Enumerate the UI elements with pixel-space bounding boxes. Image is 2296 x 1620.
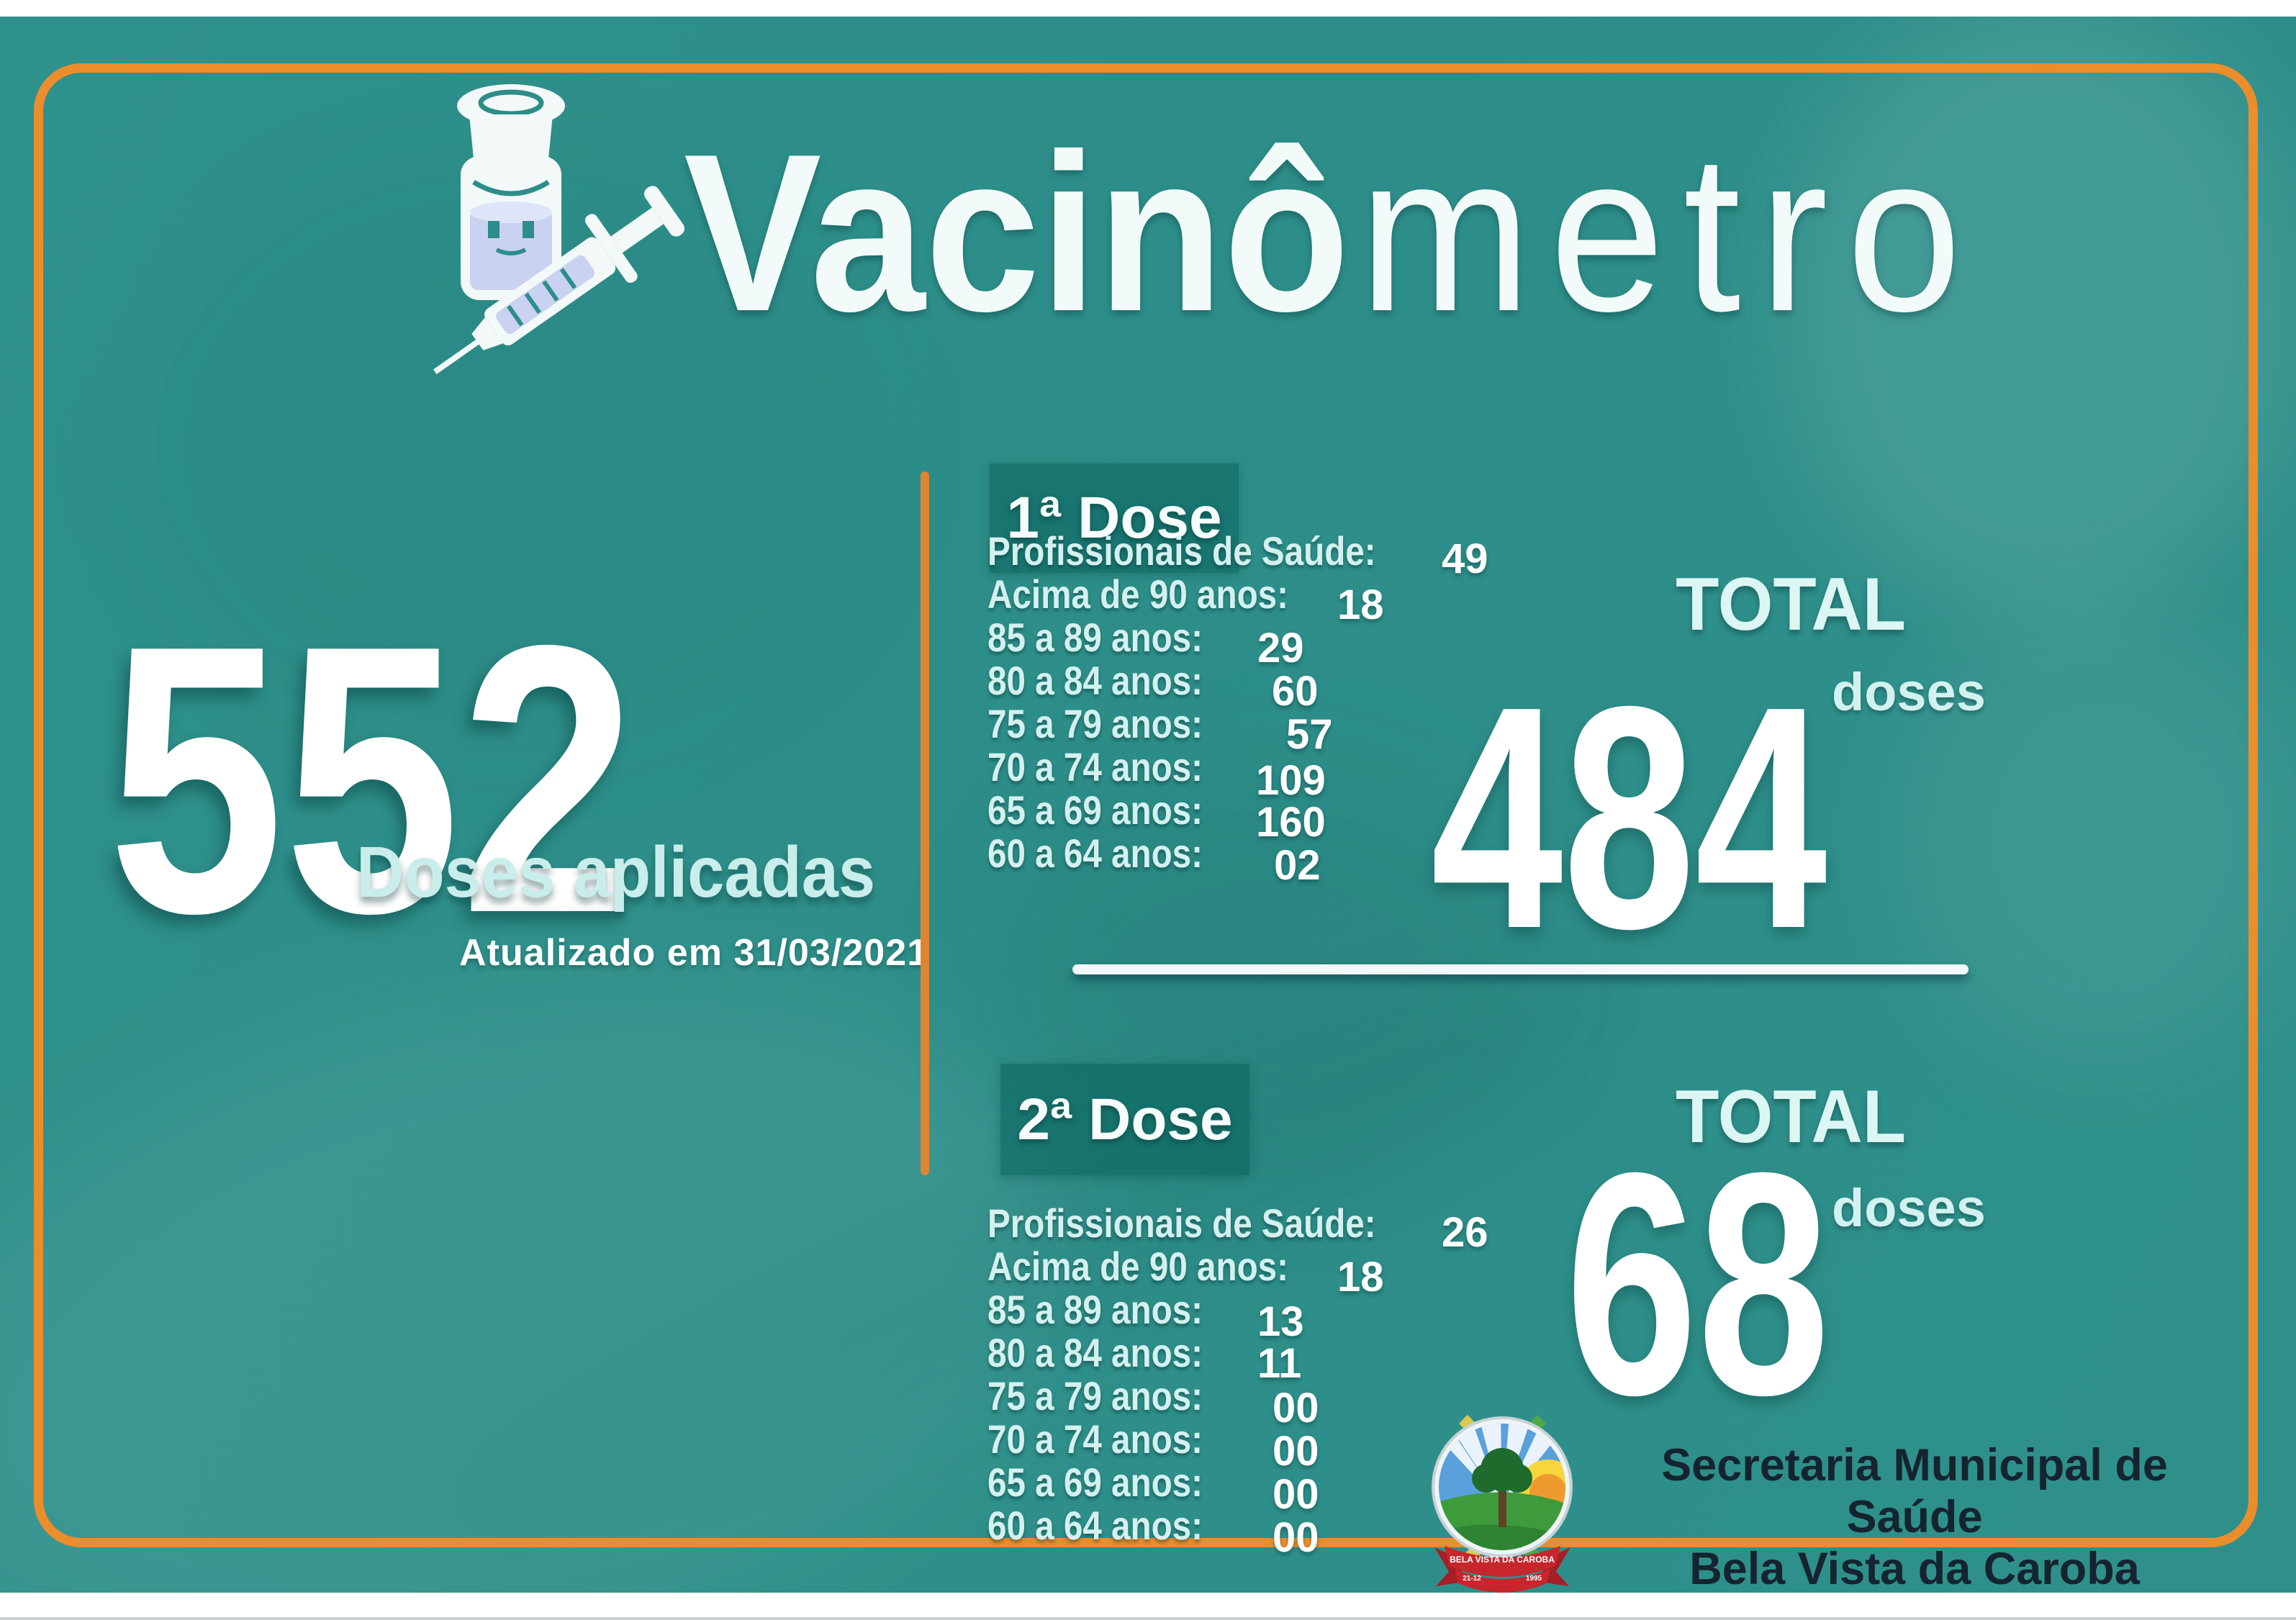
dose1-total-unit: doses	[1832, 662, 1986, 722]
dose1-row-label: 60 a 64 anos:	[987, 831, 1203, 876]
dose1-row-value: 29	[1257, 625, 1304, 671]
dose2-row-value: 00	[1273, 1428, 1319, 1475]
svg-text:1995: 1995	[1526, 1575, 1542, 1583]
dose1-row-label: 85 a 89 anos:	[987, 615, 1203, 660]
dose1-total-label: TOTAL	[1676, 563, 1907, 646]
updated-date-text: Atualizado em 31/03/2021	[459, 932, 929, 974]
dose2-row-value: 00	[1273, 1471, 1319, 1518]
dose2-total-label: TOTAL	[1676, 1075, 1907, 1159]
municipal-coat-of-arms: BELA VISTA DA CAROBA 21-12 1995	[1407, 1398, 1598, 1593]
dose2-total-value: 68	[1565, 1108, 1830, 1461]
dose2-row-label: 70 a 74 anos:	[987, 1416, 1203, 1462]
dose1-row-label: Profissionais de Saúde:	[987, 528, 1376, 574]
page-title-light: metro	[1359, 108, 1981, 358]
organization-name-line1: Secretaria Municipal de Saúde	[1661, 1440, 2168, 1542]
dose1-row-label: Acima de 90 anos:	[987, 571, 1288, 617]
top-white-strip	[0, 0, 2296, 17]
bottom-white-strip	[0, 1593, 2296, 1620]
dose1-row-value: 49	[1442, 535, 1488, 582]
dose2-row-value: 26	[1442, 1209, 1488, 1256]
page-title-bold: Vacinô	[684, 108, 1350, 358]
dose1-row-label: 80 a 84 anos:	[987, 658, 1203, 703]
dose1-row-label: 70 a 74 anos:	[987, 744, 1203, 789]
organization-name: Secretaria Municipal de Saúde Bela Vista…	[1587, 1439, 2242, 1595]
dose1-row-value: 18	[1337, 582, 1384, 628]
dose1-heading-box: 1ª Dose	[990, 463, 1239, 573]
total-applied-doses-label: Doses aplicadas	[356, 832, 876, 913]
vaccine-vial-syringe-icon	[389, 68, 705, 435]
dose1-row-value: 57	[1286, 711, 1333, 758]
dose2-row-value: 11	[1257, 1340, 1302, 1387]
dose2-row-value: 18	[1337, 1254, 1384, 1300]
dose2-row-label: 75 a 79 anos:	[987, 1373, 1203, 1418]
dose2-row-value: 00	[1273, 1385, 1319, 1431]
vertical-orange-divider	[921, 471, 929, 1175]
page-title: Vacinômetro	[684, 121, 1980, 345]
dose2-total-unit: doses	[1832, 1178, 1986, 1238]
dose1-row-value: 160	[1256, 799, 1326, 846]
svg-text:BELA VISTA DA CAROBA: BELA VISTA DA CAROBA	[1450, 1555, 1555, 1565]
svg-text:21-12: 21-12	[1463, 1575, 1481, 1583]
total-applied-doses-value: 552	[108, 566, 636, 992]
dose2-row-label: 65 a 69 anos:	[987, 1460, 1203, 1505]
dose1-heading: 1ª Dose	[1006, 485, 1222, 551]
dose2-row-label: 80 a 84 anos:	[987, 1330, 1203, 1375]
dose1-row-label: 75 a 79 anos:	[987, 701, 1203, 746]
dose1-row-value: 109	[1256, 757, 1326, 804]
section-divider-line	[1072, 964, 1969, 974]
dose2-row-value: 00	[1273, 1514, 1319, 1561]
dose2-row-label: 85 a 89 anos:	[987, 1287, 1203, 1332]
dose2-row-value: 13	[1257, 1298, 1304, 1345]
dose2-row-label: Profissionais de Saúde:	[987, 1200, 1376, 1246]
organization-name-line2: Bela Vista da Caroba	[1689, 1544, 2140, 1594]
dose2-heading: 2ª Dose	[1017, 1086, 1233, 1152]
orange-frame-border	[34, 63, 2258, 1547]
dose1-row-label: 65 a 69 anos:	[987, 787, 1203, 833]
dose1-row-value: 60	[1272, 668, 1319, 715]
dose1-row-value: 02	[1274, 842, 1321, 889]
dose2-heading-box: 2ª Dose	[1000, 1064, 1249, 1175]
dose2-row-label: 60 a 64 anos:	[987, 1503, 1203, 1548]
dose1-total-value: 484	[1431, 641, 1827, 995]
dose2-row-label: Acima de 90 anos:	[987, 1244, 1288, 1289]
